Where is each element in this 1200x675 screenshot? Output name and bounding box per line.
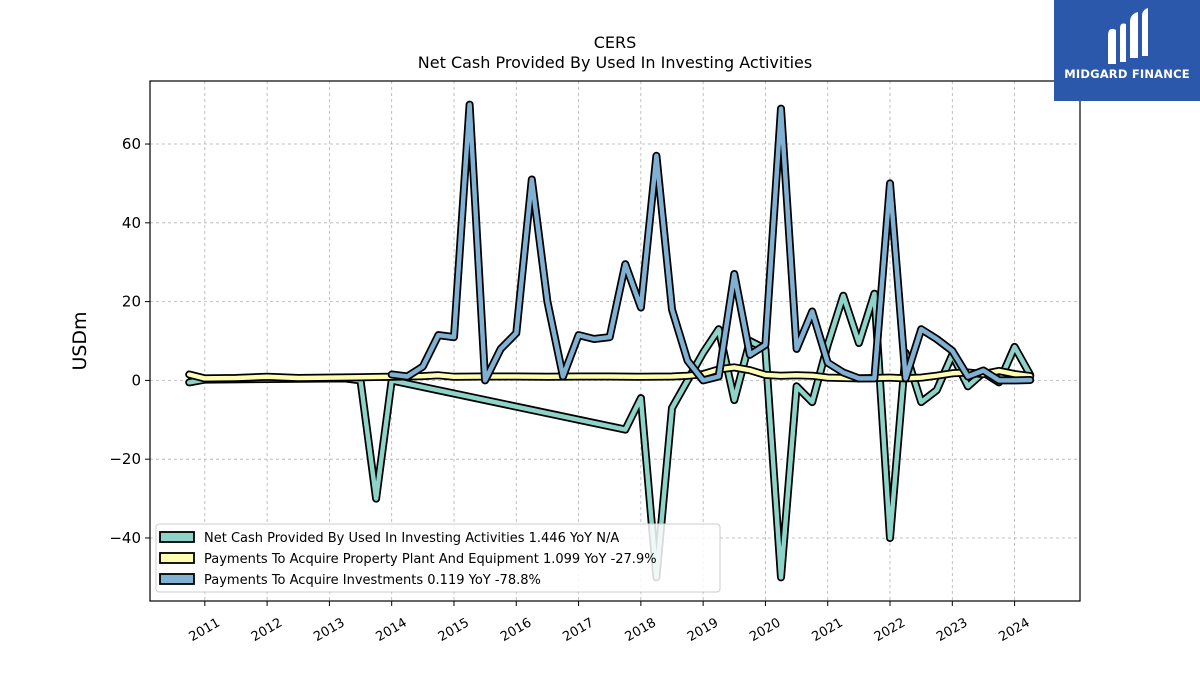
series-3 (387, 100, 1035, 385)
series-line (186, 291, 1033, 580)
legend-swatch (159, 531, 195, 543)
legend-box (155, 523, 721, 593)
y-tick-label: 20 (122, 293, 141, 311)
x-tick-label: 2015 (436, 615, 472, 645)
x-tick-label: 2011 (187, 615, 223, 645)
chart-title: CERS (594, 33, 637, 52)
brand-mark-icon (1108, 8, 1148, 64)
y-tick-label: 40 (122, 214, 141, 232)
x-tick-label: 2020 (747, 615, 783, 645)
chart-subtitle: Net Cash Provided By Used In Investing A… (418, 53, 812, 72)
y-tick-label: −40 (109, 529, 141, 547)
x-tick-label: 2012 (249, 615, 285, 645)
x-tick-label: 2014 (374, 615, 410, 645)
series-lines (185, 100, 1035, 582)
x-tick-label: 2022 (872, 615, 908, 645)
x-tick-label: 2024 (996, 615, 1032, 645)
legend-label: Payments To Acquire Property Plant And E… (204, 552, 657, 567)
x-tick-label: 2017 (560, 615, 596, 645)
brand-logo: MIDGARD FINANCE (1054, 0, 1200, 101)
x-tick-label: 2016 (498, 615, 534, 645)
legend: Net Cash Provided By Used In Investing A… (155, 523, 721, 593)
legend-swatch (159, 552, 195, 564)
brand-name: MIDGARD FINANCE (1064, 67, 1190, 81)
x-tick-label: 2013 (311, 615, 347, 645)
legend-swatch (159, 573, 195, 585)
y-tick-label: 0 (131, 371, 141, 389)
x-tick-label: 2023 (934, 615, 970, 645)
x-tick-label: 2021 (810, 615, 846, 645)
x-tick-label: 2018 (623, 615, 659, 645)
legend-label: Payments To Acquire Investments 0.119 Yo… (204, 573, 541, 588)
x-axis: 2011 2012 2013 2014 2015 2016 2017 2018 2019 2020… (187, 601, 1033, 645)
y-axis: −40 −20 0 20 40 60 (109, 135, 150, 547)
plot-frame (149, 80, 1081, 602)
legend-label: Net Cash Provided By Used In Investing A… (204, 531, 619, 546)
x-tick-label: 2019 (685, 615, 721, 645)
series-line (389, 102, 1033, 383)
series-1 (185, 289, 1035, 582)
y-axis-label: USDm (69, 311, 91, 370)
y-tick-label: −20 (109, 450, 141, 468)
y-tick-label: 60 (122, 135, 141, 153)
